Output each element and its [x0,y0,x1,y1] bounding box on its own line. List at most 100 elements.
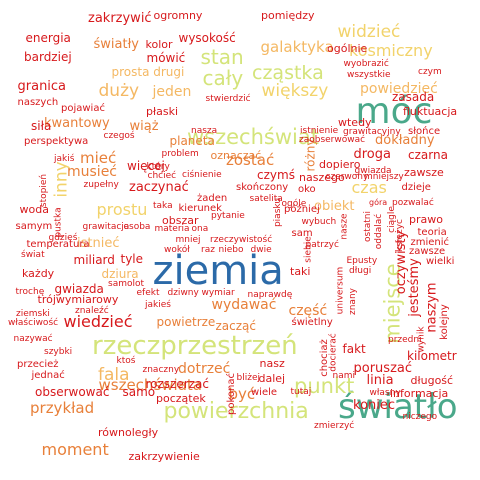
cloud-word: ostatni [362,210,373,242]
cloud-word: być [228,384,256,403]
cloud-word: gdzieś [48,232,78,243]
cloud-word: cały [202,66,244,90]
cloud-word: istnieć [77,235,120,251]
cloud-word: chcieć [147,170,177,181]
cloud-word: znaczny [142,364,180,375]
cloud-word: skończony [236,182,289,193]
cloud-word: czarna [408,148,448,162]
cloud-word: perspektywa [24,136,89,147]
cloud-word: mniejszy [364,171,404,182]
cloud-word: nasz [259,356,285,370]
cloud-word: ziemski [16,308,50,319]
cloud-word: mniej [175,234,201,245]
cloud-word: bliżej [236,372,260,383]
cloud-word: powiedzieć [360,81,438,97]
cloud-word: raz [201,244,215,255]
cloud-word: samolot [108,278,145,289]
cloud-word: rzeczywistość [210,234,273,245]
cloud-word: naszym [424,281,440,333]
cloud-word: taka [153,200,173,211]
cloud-word: wszechświata [98,375,202,394]
cloud-word: mieć [80,148,117,167]
cloud-word: czegoś [103,130,135,141]
cloud-word: punkt [294,373,355,398]
cloud-word: początek [156,391,206,405]
cloud-word: świat [21,249,45,260]
cloud-word: prawo [409,212,443,226]
cloud-word: gwiazda [54,282,104,296]
cloud-word: zostać [226,150,275,169]
cloud-word: większy [261,80,329,101]
cloud-word: pojawiać [61,103,105,114]
cloud-word: jakieś [145,299,171,310]
cloud-word: przedni [388,334,422,345]
cloud-word: grawitacja [82,221,130,232]
cloud-word: każdy [22,266,55,280]
cloud-word: ogromny [153,8,203,22]
cloud-word: dotrzeć [178,361,231,377]
cloud-word: dopiero [319,157,361,171]
cloud-word: granica [17,78,67,94]
cloud-word: tyle [120,252,144,266]
cloud-word: jakiś [54,153,75,164]
cloud-word: zaczynać [129,179,189,195]
cloud-word: samo [122,385,156,399]
cloud-word: zasada [392,90,435,104]
cloud-word: część [288,303,328,319]
cloud-word: teoria [417,227,447,238]
cloud-word: szybki [44,346,73,357]
cloud-word: naszych [17,97,59,108]
cloud-word: powietrze [156,315,216,329]
cloud-word: siła [31,119,52,133]
cloud-word: wyobrazić [343,58,389,69]
cloud-word: ogóle [281,198,307,209]
cloud-word: wybuch [301,216,337,227]
cloud-word: później [284,204,320,215]
cloud-word: tutaj [290,386,312,397]
cloud-word: widzieć [337,21,401,42]
cloud-word: energia [25,31,71,45]
cloud-word: czerwony [325,171,369,182]
cloud-word: oznaczać [210,148,262,162]
cloud-word: fala [98,364,130,385]
cloud-word: istnienie [300,125,339,136]
cloud-word: zaobserwować [299,134,366,145]
cloud-word: dzieje [401,182,431,193]
cloud-word: obszar [162,213,199,227]
cloud-word: czym [418,66,442,77]
cloud-word: patrzyć [305,239,339,250]
cloud-word: znany [347,287,358,315]
cloud-word: moment [41,440,109,459]
cloud-word: znaleźć [75,305,109,316]
cloud-word: prosta drugi [111,65,185,79]
cloud-word: zakrzywić [88,10,152,26]
cloud-word: czas [351,178,387,197]
cloud-word: planeta [169,134,215,148]
cloud-word: sam [291,228,313,239]
cloud-word: słońce [408,126,441,137]
cloud-word: kolor [145,37,173,51]
cloud-word: fluktuacja [403,104,458,118]
cloud-word: stwierdzić [205,93,251,104]
cloud-word: kolejny [438,304,450,340]
cloud-word: zawsze [404,165,444,179]
cloud-word: bardziej [24,50,72,64]
cloud-word: zawsze [409,246,446,257]
cloud-word: osoba [123,221,151,232]
cloud-word: jednać [31,370,65,381]
cloud-word: nasza [191,125,218,136]
cloud-word: góra [369,198,388,207]
cloud-word: dokładny [375,132,435,148]
cloud-word: żaden [197,193,228,204]
cloud-word: powierzchnia [163,399,309,424]
cloud-word: pytanie [211,210,245,221]
cloud-word: docierać [328,332,339,372]
cloud-word: wokół [164,244,190,255]
cloud-word: oko [298,184,316,195]
cloud-word: pomiędzy [261,8,315,22]
cloud-word: problem [161,148,199,159]
cloud-word: niebo [218,244,244,255]
cloud-word: efekt [136,287,160,298]
cloud-word: ziemia [152,248,284,294]
